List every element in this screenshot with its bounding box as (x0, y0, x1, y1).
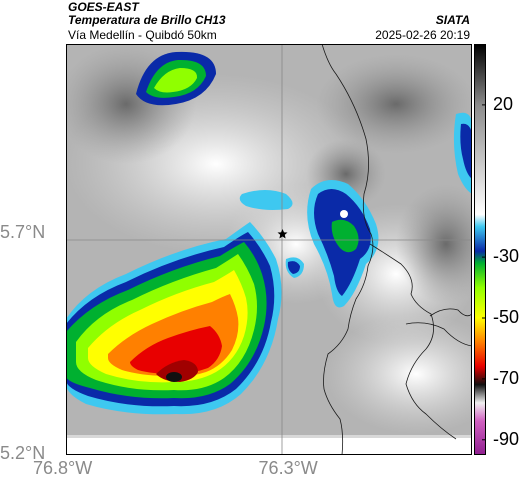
lat-label-5-7: 5.7°N (0, 222, 46, 243)
map-field (66, 44, 472, 455)
colorbar-tick-20: 20 (493, 93, 514, 114)
lon-label-76-3: 76.3°W (258, 458, 318, 478)
satellite-map[interactable] (66, 44, 472, 455)
colorbar-tick-minus-70: -70 (493, 367, 520, 388)
map-frame (66, 44, 472, 455)
colorbar-tick-minus-50: -50 (493, 307, 520, 327)
colorbar-tick-minus-30: -30 (493, 246, 520, 267)
temperature-colorbar (474, 44, 486, 455)
map-gridlines (66, 44, 472, 455)
region-label: Vía Medellín - Quibdó 50km (68, 28, 217, 42)
lon-label-76-8: 76.8°W (33, 458, 93, 478)
satellite-title: GOES-EAST (68, 0, 139, 14)
lat-label-5-2: 5.2°N (0, 443, 46, 463)
organization-label: SIATA (435, 13, 470, 27)
colorbar-tick-minus-90: -90 (493, 428, 520, 449)
datetime-label: 2025-02-26 20:19 (375, 28, 470, 42)
product-title: Temperatura de Brillo CH13 (68, 13, 226, 27)
star-icon[interactable] (277, 229, 288, 239)
coastline-borders (321, 44, 472, 455)
